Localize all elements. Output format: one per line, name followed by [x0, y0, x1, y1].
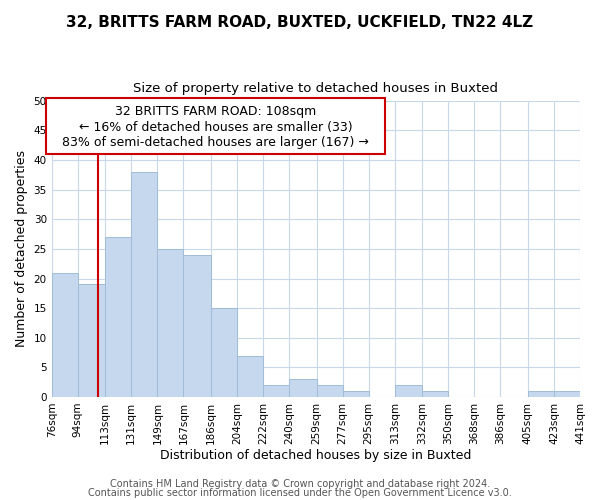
Bar — [52, 272, 78, 397]
Title: Size of property relative to detached houses in Buxted: Size of property relative to detached ho… — [133, 82, 499, 96]
Bar — [157, 249, 184, 397]
Y-axis label: Number of detached properties: Number of detached properties — [15, 150, 28, 348]
FancyBboxPatch shape — [46, 98, 385, 154]
Bar — [422, 391, 448, 397]
Bar — [528, 391, 554, 397]
Bar — [554, 391, 580, 397]
Bar — [237, 356, 263, 397]
Text: 83% of semi-detached houses are larger (167) →: 83% of semi-detached houses are larger (… — [62, 136, 369, 148]
Bar — [184, 255, 211, 397]
X-axis label: Distribution of detached houses by size in Buxted: Distribution of detached houses by size … — [160, 450, 472, 462]
Bar — [78, 284, 105, 397]
Bar — [317, 385, 343, 397]
Bar — [263, 385, 289, 397]
Bar — [343, 391, 368, 397]
Text: Contains public sector information licensed under the Open Government Licence v3: Contains public sector information licen… — [88, 488, 512, 498]
Bar — [211, 308, 237, 397]
Bar — [131, 172, 157, 397]
Text: 32 BRITTS FARM ROAD: 108sqm: 32 BRITTS FARM ROAD: 108sqm — [115, 106, 316, 118]
Text: Contains HM Land Registry data © Crown copyright and database right 2024.: Contains HM Land Registry data © Crown c… — [110, 479, 490, 489]
Bar — [395, 385, 422, 397]
Text: ← 16% of detached houses are smaller (33): ← 16% of detached houses are smaller (33… — [79, 120, 352, 134]
Bar — [289, 379, 317, 397]
Text: 32, BRITTS FARM ROAD, BUXTED, UCKFIELD, TN22 4LZ: 32, BRITTS FARM ROAD, BUXTED, UCKFIELD, … — [67, 15, 533, 30]
Bar — [105, 237, 131, 397]
